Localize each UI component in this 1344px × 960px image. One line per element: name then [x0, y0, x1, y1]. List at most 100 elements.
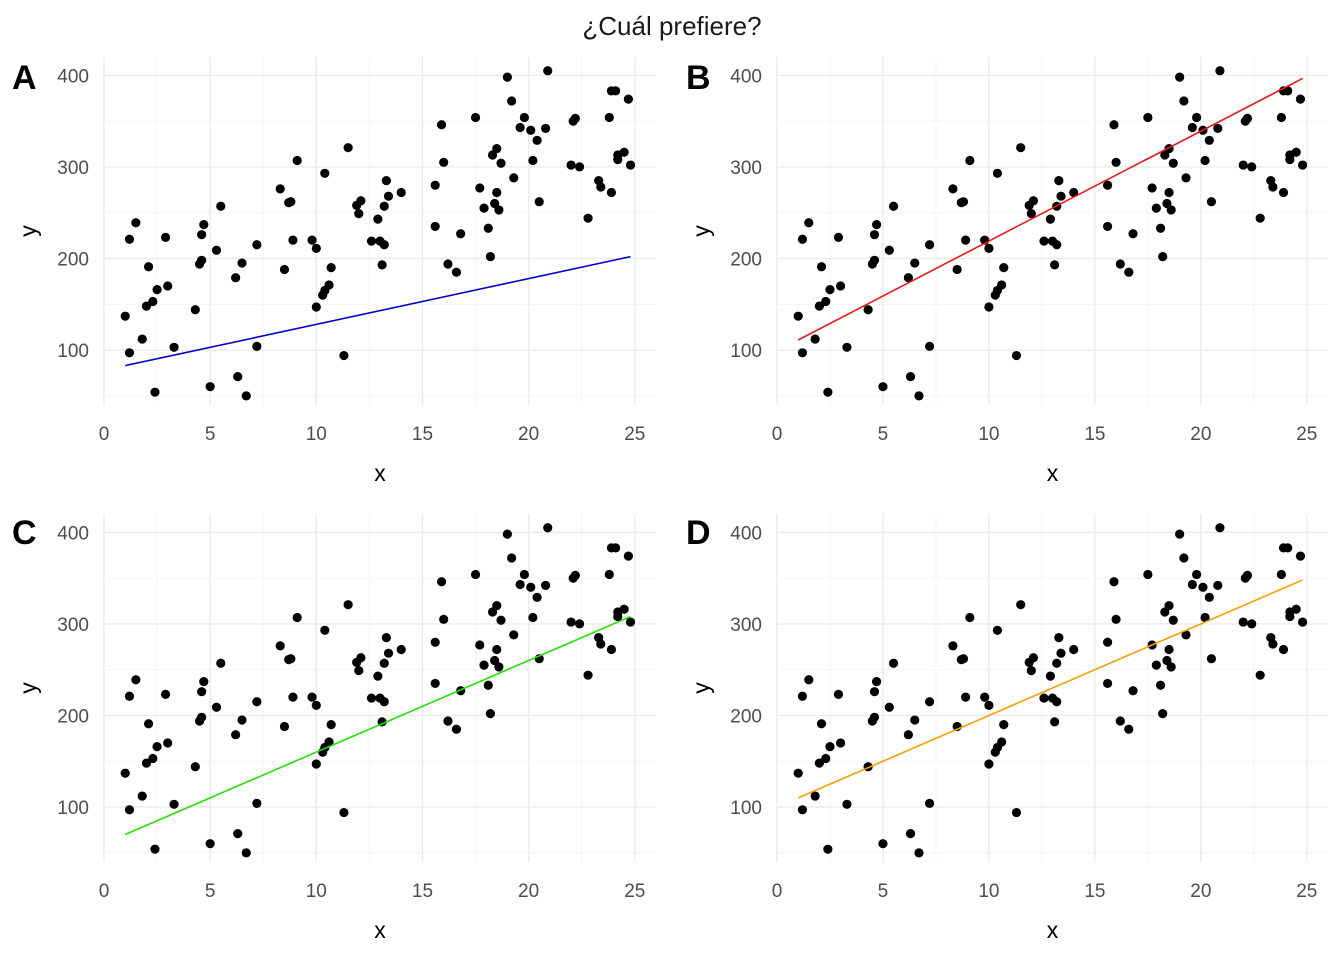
data-point [1283, 86, 1293, 96]
data-point [532, 135, 542, 145]
data-point [1200, 155, 1210, 166]
data-point [1158, 252, 1168, 262]
data-point [910, 715, 920, 725]
data-point [1295, 551, 1306, 561]
fit-line [797, 77, 1303, 341]
x-tick-label: 20 [1190, 424, 1211, 445]
data-point [1192, 112, 1202, 123]
x-tick-label: 15 [412, 881, 433, 902]
data-point [619, 604, 629, 614]
data-point [475, 183, 485, 193]
data-point [1039, 236, 1049, 246]
data-point [903, 273, 913, 283]
data-point [1247, 162, 1257, 172]
x-tick-label: 0 [772, 881, 783, 902]
data-point [190, 762, 200, 772]
data-point [286, 197, 296, 207]
data-point [1069, 644, 1079, 655]
data-point [1297, 160, 1308, 170]
data-point [1151, 203, 1161, 213]
data-point [924, 697, 935, 707]
data-point [543, 66, 553, 76]
x-tick-label: 20 [1190, 881, 1211, 902]
data-point [611, 86, 621, 96]
data-point [1111, 614, 1121, 624]
y-tick-label: 400 [730, 523, 762, 544]
data-point [958, 197, 969, 207]
data-point [793, 768, 803, 778]
data-point [997, 280, 1007, 290]
data-point [1164, 187, 1174, 198]
data-point [141, 758, 152, 768]
data-point [137, 791, 147, 801]
data-point [1238, 617, 1248, 627]
data-point [910, 258, 920, 268]
data-point [148, 753, 158, 764]
data-point [1168, 615, 1178, 625]
data-point [152, 285, 162, 295]
data-point [205, 382, 215, 392]
data-point [623, 551, 634, 561]
data-point [810, 334, 820, 344]
data-point [869, 687, 880, 697]
data-point [275, 641, 285, 651]
data-point [948, 641, 958, 651]
data-point [1056, 191, 1066, 201]
x-tick-label: 5 [878, 881, 889, 902]
data-point [924, 341, 935, 351]
data-point [492, 143, 502, 154]
data-point [884, 245, 894, 255]
data-point [825, 285, 835, 295]
data-point [823, 844, 833, 854]
data-point [519, 569, 529, 580]
data-point [1200, 612, 1210, 623]
data-point [1164, 644, 1174, 655]
data-point [430, 180, 440, 190]
data-point [307, 692, 317, 702]
data-point [120, 311, 130, 321]
y-tick-label: 300 [57, 158, 89, 179]
data-point [124, 348, 135, 358]
data-point [1115, 259, 1125, 269]
data-point [1175, 72, 1185, 82]
data-point [999, 263, 1009, 273]
x-tick-label: 15 [1084, 881, 1105, 902]
data-point [354, 666, 364, 676]
data-point [494, 205, 504, 215]
x-tick-label: 0 [99, 424, 110, 445]
data-point [288, 235, 298, 245]
panel-tag: D [686, 514, 711, 552]
data-point [948, 184, 958, 194]
data-point [1011, 807, 1022, 818]
data-point [570, 113, 580, 123]
data-point [231, 730, 241, 740]
data-point [872, 219, 882, 230]
data-point [1187, 122, 1197, 133]
data-point [1026, 209, 1036, 219]
y-tick-label: 200 [57, 706, 89, 727]
data-point [583, 213, 593, 223]
data-point [878, 382, 888, 392]
data-point [1026, 666, 1036, 676]
data-point [492, 187, 502, 198]
data-point [1255, 670, 1265, 680]
x-tick-label: 0 [99, 881, 110, 902]
data-point [485, 252, 495, 262]
data-point [984, 302, 994, 312]
fit-line [124, 615, 631, 836]
data-point [143, 719, 154, 729]
data-point [436, 120, 447, 130]
data-point [534, 197, 544, 207]
data-point [997, 737, 1007, 747]
y-tick-label: 200 [730, 706, 762, 727]
data-point [869, 712, 880, 722]
data-point [211, 245, 222, 255]
data-point [137, 334, 147, 344]
data-point [233, 372, 243, 382]
data-point [1016, 143, 1026, 153]
x-tick-label: 10 [978, 424, 999, 445]
data-point [241, 391, 251, 401]
data-point [878, 839, 888, 849]
data-point [366, 693, 377, 703]
